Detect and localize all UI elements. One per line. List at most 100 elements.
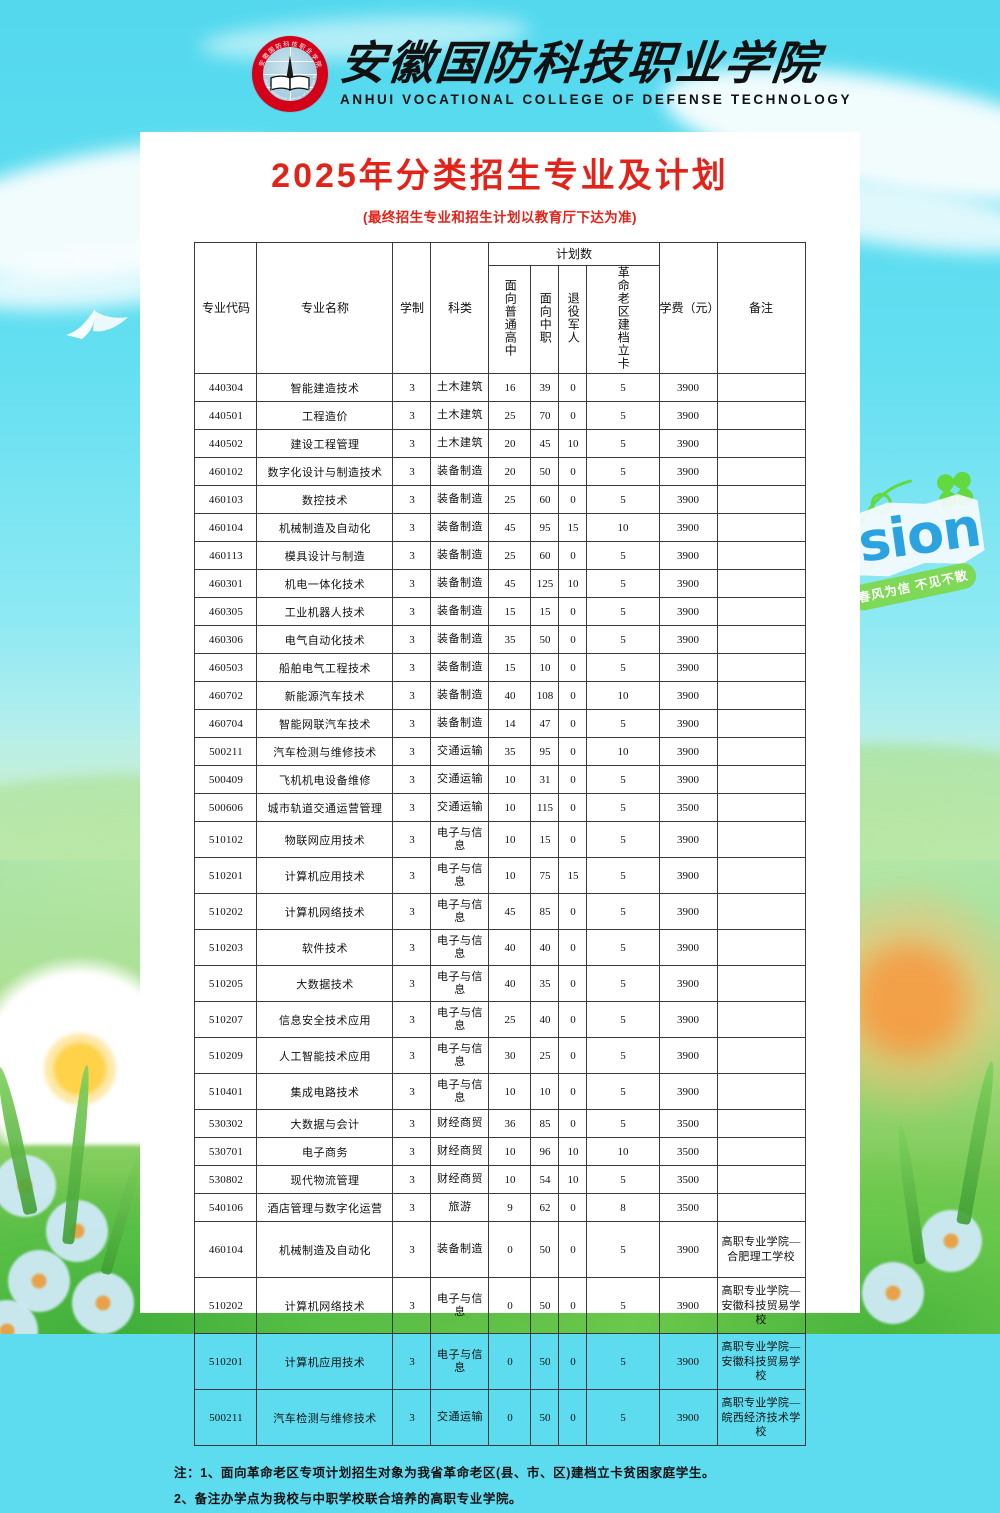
cell-plan-high-school: 10 — [488, 821, 532, 859]
cell-plan-old-area: 5 — [586, 625, 660, 655]
table-row: 510102 物联网应用技术 3 电子与信息 10 15 0 5 3900 — [194, 821, 806, 859]
cell-major-name: 电气自动化技术 — [256, 625, 394, 655]
cell-category: 装备制造 — [430, 569, 490, 599]
cell-plan-old-area: 5 — [586, 893, 660, 931]
cell-major-name: 新能源汽车技术 — [256, 681, 394, 711]
cell-category: 装备制造 — [430, 681, 490, 711]
cell-category: 土木建筑 — [430, 429, 490, 459]
cell-category: 装备制造 — [430, 513, 490, 543]
cell-plan-vocational: 45 — [530, 429, 560, 459]
cell-major-name: 信息安全技术应用 — [256, 1001, 394, 1039]
cell-tuition-fee: 3900 — [658, 765, 718, 795]
cell-plan-old-area: 5 — [586, 653, 660, 683]
cell-category: 装备制造 — [430, 541, 490, 571]
cell-plan-high-school: 10 — [488, 857, 532, 895]
col-header-remark: 备注 — [716, 241, 806, 375]
cell-remark — [716, 569, 806, 599]
cell-plan-high-school: 15 — [488, 597, 532, 627]
cell-remark — [716, 1137, 806, 1167]
cell-tuition-fee: 3900 — [658, 653, 718, 683]
cell-plan-high-school: 35 — [488, 625, 532, 655]
cell-major-name: 机械制造及自动化 — [256, 513, 394, 543]
blue-flower-icon — [72, 1272, 134, 1334]
college-identity: 安徽国防科技职业学院 Anhui Vocational College of D… — [252, 36, 852, 112]
cell-plan-veteran: 0 — [558, 1277, 588, 1335]
cell-plan-high-school: 25 — [488, 1001, 532, 1039]
table-row: 510203 软件技术 3 电子与信息 40 40 0 5 3900 — [194, 929, 806, 967]
cell-plan-vocational: 15 — [530, 597, 560, 627]
cell-remark — [716, 485, 806, 515]
cell-plan-vocational: 47 — [530, 709, 560, 739]
cell-major-code: 510209 — [194, 1037, 258, 1075]
col-header-fee: 学费（元） — [658, 241, 720, 375]
cell-plan-old-area: 5 — [586, 373, 660, 403]
cell-major-name: 大数据与会计 — [256, 1109, 394, 1139]
cell-major-code: 460305 — [194, 597, 258, 627]
cell-plan-high-school: 0 — [488, 1333, 532, 1391]
cell-plan-vocational: 35 — [530, 965, 560, 1003]
cell-study-length: 3 — [392, 1333, 432, 1391]
cell-study-length: 3 — [392, 821, 432, 859]
cell-plan-old-area: 5 — [586, 597, 660, 627]
cell-category: 电子与信息 — [430, 1073, 490, 1111]
table-row: 460704 智能网联汽车技术 3 装备制造 14 47 0 5 3900 — [194, 709, 806, 739]
cell-study-length: 3 — [392, 373, 432, 403]
cell-remark — [716, 821, 806, 859]
table-row: 460104 机械制造及自动化 3 装备制造 0 50 0 5 3900 高职专业学院—合肥理工学… — [194, 1221, 806, 1279]
cell-plan-high-school: 0 — [488, 1389, 532, 1447]
cell-remark — [716, 929, 806, 967]
cell-category: 装备制造 — [430, 485, 490, 515]
cell-major-code: 510201 — [194, 857, 258, 895]
cell-plan-old-area: 5 — [586, 929, 660, 967]
cell-study-length: 3 — [392, 541, 432, 571]
cell-plan-veteran: 0 — [558, 457, 588, 487]
table-row: 540106 酒店管理与数字化运营 3 旅游 9 62 0 8 3500 — [194, 1193, 806, 1223]
cell-plan-high-school: 20 — [488, 429, 532, 459]
cell-plan-high-school: 40 — [488, 929, 532, 967]
cell-category: 电子与信息 — [430, 1001, 490, 1039]
cell-major-code: 510205 — [194, 965, 258, 1003]
cell-major-code: 530302 — [194, 1109, 258, 1139]
table-row: 500211 汽车检测与维修技术 3 交通运输 0 50 0 5 3900 高职专业学院—皖西经济… — [194, 1389, 806, 1447]
cell-category: 交通运输 — [430, 1389, 490, 1447]
cell-major-code: 500211 — [194, 737, 258, 767]
table-header: 专业代码 专业名称 学制 科类 计划数 学费（元） 备注 面向普通高中 面向中职… — [194, 241, 806, 375]
cell-tuition-fee: 3900 — [658, 737, 718, 767]
cell-major-code: 500606 — [194, 793, 258, 823]
cell-plan-vocational: 85 — [530, 893, 560, 931]
cell-plan-veteran: 0 — [558, 597, 588, 627]
table-row: 440304 智能建造技术 3 土木建筑 16 39 0 5 3900 — [194, 373, 806, 403]
cell-plan-veteran: 0 — [558, 1073, 588, 1111]
table-row: 440501 工程造价 3 土木建筑 25 70 0 5 3900 — [194, 401, 806, 431]
cell-plan-high-school: 45 — [488, 513, 532, 543]
cell-study-length: 3 — [392, 1073, 432, 1111]
cell-category: 旅游 — [430, 1193, 490, 1223]
cell-major-name: 计算机应用技术 — [256, 1333, 394, 1391]
cell-study-length: 3 — [392, 965, 432, 1003]
cell-plan-vocational: 95 — [530, 737, 560, 767]
cell-study-length: 3 — [392, 457, 432, 487]
cell-plan-high-school: 10 — [488, 765, 532, 795]
cell-plan-vocational: 54 — [530, 1165, 560, 1195]
cell-major-code: 460103 — [194, 485, 258, 515]
cell-major-name: 计算机网络技术 — [256, 1277, 394, 1335]
cell-study-length: 3 — [392, 857, 432, 895]
cell-major-code: 440501 — [194, 401, 258, 431]
cell-plan-vocational: 108 — [530, 681, 560, 711]
cell-category: 电子与信息 — [430, 893, 490, 931]
cell-tuition-fee: 3500 — [658, 1137, 718, 1167]
cell-major-code: 460104 — [194, 513, 258, 543]
cell-category: 电子与信息 — [430, 821, 490, 859]
college-name-en: ANHUI VOCATIONAL COLLEGE OF DEFENSE TECH… — [340, 92, 853, 107]
cell-remark — [716, 1109, 806, 1139]
cell-plan-veteran: 10 — [558, 429, 588, 459]
cell-plan-old-area: 10 — [586, 737, 660, 767]
cell-study-length: 3 — [392, 401, 432, 431]
page-header: 安徽国防科技职业学院 Anhui Vocational College of D… — [0, 0, 1000, 132]
table-body: 440304 智能建造技术 3 土木建筑 16 39 0 5 3900 440501 工程造价 3 土木… — [194, 373, 806, 1447]
cell-plan-vocational: 50 — [530, 1389, 560, 1447]
cell-plan-veteran: 0 — [558, 401, 588, 431]
cell-plan-vocational: 125 — [530, 569, 560, 599]
table-row: 510209 人工智能技术应用 3 电子与信息 30 25 0 5 3900 — [194, 1037, 806, 1075]
cell-plan-high-school: 10 — [488, 1137, 532, 1167]
